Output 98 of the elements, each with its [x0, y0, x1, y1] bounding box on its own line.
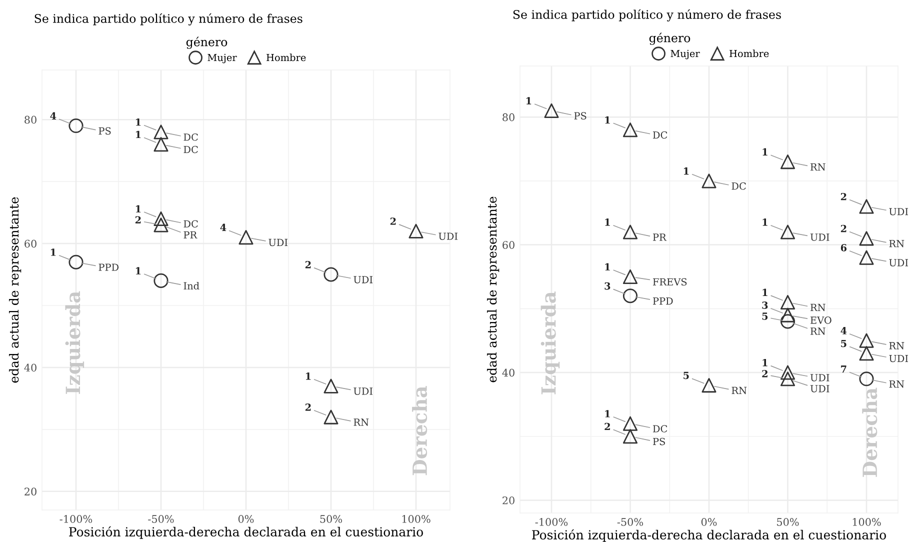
annotation: RN [889, 380, 904, 388]
x-tick-label: 50% [320, 515, 342, 523]
annotation: 2 [840, 224, 846, 232]
annotation: UDI [268, 238, 288, 246]
x-tick-label: 0% [238, 515, 254, 523]
annotation: 1 [526, 97, 532, 104]
legend-label: Mujer [208, 54, 237, 64]
annotation: 1 [762, 358, 768, 366]
annotation: RN [810, 304, 826, 312]
x-tick-label: -100% [535, 518, 568, 526]
annotation: 5 [684, 372, 689, 380]
annotation: 5 [762, 312, 768, 320]
annotation: RN [889, 240, 904, 248]
annotation: Ind [184, 282, 200, 290]
annotation: PS [653, 438, 665, 446]
y-tick-label: 80 [24, 116, 36, 124]
annotation: RN [810, 328, 826, 335]
x-axis-title: Posición izquierda-derecha declarada en el cuestionario [532, 529, 886, 542]
annotation: 4 [220, 224, 226, 232]
annotation: PPD [653, 297, 673, 305]
annotation: 3 [604, 282, 610, 290]
annotation: UDI [810, 234, 830, 241]
annotation: 2 [135, 216, 141, 224]
annotation: DC [653, 131, 668, 139]
annotation: 2 [604, 422, 610, 430]
x-tick-label: 100% [402, 515, 430, 523]
annotation: UDI [354, 276, 373, 284]
annotation: DC [184, 133, 198, 141]
annotation: 1 [136, 130, 141, 138]
y-tick-label: 40 [502, 368, 514, 377]
annotation: 2 [305, 404, 311, 411]
annotation: 1 [605, 263, 610, 270]
annotation: 2 [390, 218, 396, 225]
annotation: 2 [762, 370, 768, 378]
annotation: 1 [605, 410, 610, 418]
annotation: 2 [305, 260, 311, 268]
x-tick-label: 50% [777, 518, 799, 526]
annotation: FREVS [653, 278, 687, 286]
annotation: UDI [810, 374, 830, 382]
y-tick-label: 60 [24, 240, 36, 248]
legend-label: Hombre [266, 54, 306, 62]
annotation: 5 [841, 340, 846, 348]
x-tick-label: -50% [148, 515, 174, 523]
annotation: 7 [841, 365, 846, 373]
annotation: 4 [50, 112, 56, 120]
y-tick-label: 20 [24, 488, 36, 496]
annotation: UDI [354, 388, 373, 395]
annotation: 1 [136, 118, 141, 126]
x-tick-label: -100% [60, 515, 92, 523]
chart-title: Se indica partido político y número de frases [34, 13, 302, 26]
chart-title: Se indica partido político y número de frases [513, 9, 781, 22]
x-tick-label: 100% [852, 518, 881, 526]
annotation: PR [184, 231, 198, 238]
annotation: EVO [810, 316, 832, 324]
annotation: 1 [50, 248, 56, 256]
annotation: 3 [762, 302, 768, 309]
y-tick-label: 80 [502, 113, 514, 122]
annotation: 1 [762, 288, 768, 296]
annotation: UDI [889, 259, 908, 266]
annotation: 1 [306, 372, 311, 380]
x-tick-label: -50% [617, 518, 644, 526]
annotation: UDI [889, 354, 908, 362]
annotation: PR [653, 234, 667, 241]
annotation: DC [184, 146, 198, 154]
annotation: DC [653, 425, 668, 432]
annotation: 1 [605, 218, 610, 226]
annotation: 1 [136, 205, 141, 212]
annotation: 1 [684, 167, 689, 175]
annotation: DC [184, 220, 198, 228]
x-axis-title: Posición izquierda-derecha declarada en el cuestionario [69, 526, 423, 539]
annotation: DC [732, 182, 746, 190]
y-tick-label: 20 [502, 496, 514, 504]
legend-title: género [186, 36, 228, 49]
annotation: UDI [438, 232, 458, 240]
annotation: RN [889, 342, 904, 350]
legend-label: Mujer [670, 50, 700, 60]
y-tick-label: 60 [502, 241, 514, 249]
annotation: PS [98, 127, 111, 135]
legend-title: género [649, 32, 690, 45]
annotation: RN [354, 418, 369, 426]
legend-label: Hombre [730, 50, 769, 58]
x-tick-label: 0% [701, 518, 717, 526]
annotation: 6 [840, 244, 847, 252]
annotation: 1 [762, 218, 768, 226]
annotation: RN [732, 386, 747, 394]
annotation: PPD [98, 264, 119, 271]
annotation: 1 [136, 267, 141, 274]
annotation: UDI [810, 385, 830, 392]
annotation: RN [810, 163, 826, 171]
y-axis-title: edad actual de representante [487, 196, 500, 382]
annotation: PS [574, 112, 586, 120]
annotation: 1 [605, 116, 610, 124]
annotation: 2 [840, 192, 846, 200]
annotation: 1 [762, 148, 768, 156]
annotation: 4 [840, 327, 847, 334]
y-tick-label: 40 [24, 364, 36, 372]
y-axis-title: edad actual de representante [9, 197, 22, 383]
annotation: UDI [889, 208, 908, 216]
